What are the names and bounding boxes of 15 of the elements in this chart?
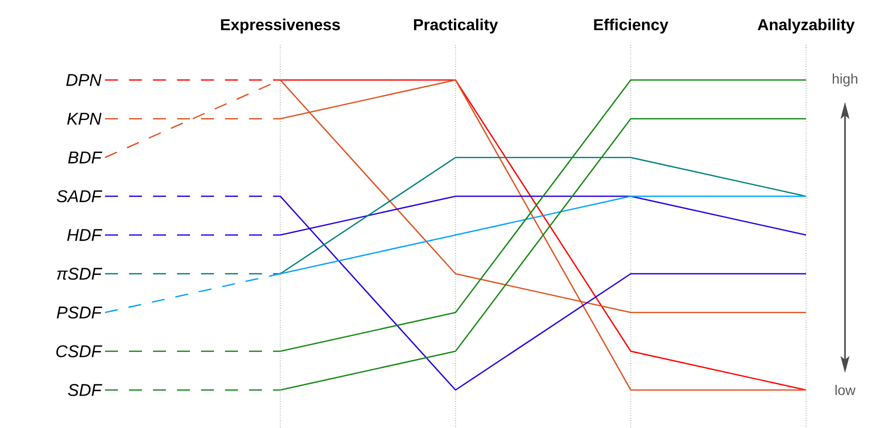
x-tick-label: Expressiveness [221, 18, 340, 34]
series-label: PSDF [56, 306, 102, 318]
series-label: KPN [67, 112, 102, 125]
series-label: BDF [68, 152, 102, 164]
series-label: CSDF [56, 345, 102, 358]
series-label: SADF [56, 190, 102, 202]
series-label: HDF [67, 229, 102, 241]
series-label: SDF [68, 384, 102, 396]
x-tick-label: Analyzability [758, 18, 855, 34]
series-label: DPN [66, 74, 102, 86]
annotation: low [835, 384, 856, 396]
x-tick-label: Practicality [414, 18, 498, 34]
series-label: πSDF [57, 268, 102, 280]
annotation: high [832, 73, 858, 86]
x-tick-label: Efficiency [594, 18, 668, 34]
